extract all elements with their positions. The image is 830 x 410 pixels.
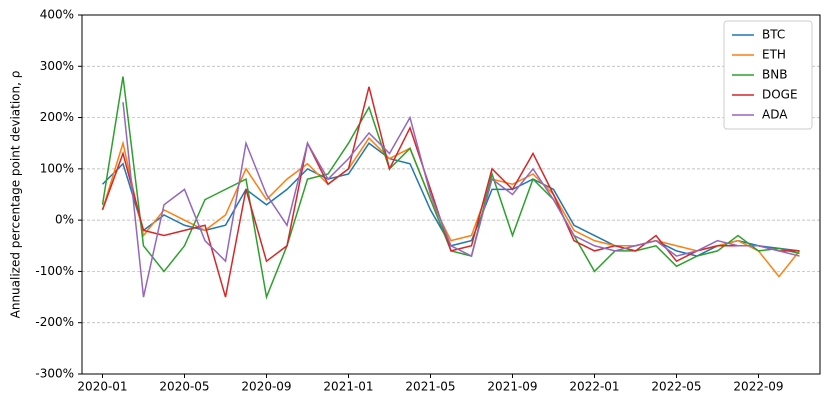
legend-label: ADA xyxy=(762,108,788,122)
y-tick-label: 300% xyxy=(40,59,74,73)
x-tick-label: 2022-09 xyxy=(733,380,783,394)
series-line xyxy=(101,76,800,300)
x-tick-label: 2020-09 xyxy=(241,380,291,394)
x-tick-label: 2022-05 xyxy=(651,380,701,394)
legend-label: BTC xyxy=(762,28,785,42)
y-tick-label: 0% xyxy=(55,213,74,227)
legend-label: DOGE xyxy=(762,88,798,102)
y-tick-label: 400% xyxy=(40,8,74,22)
plot-frame xyxy=(81,14,821,375)
series-line xyxy=(101,136,801,278)
y-tick-label: 100% xyxy=(40,161,74,175)
legend-label: ETH xyxy=(762,48,786,62)
x-tick-label: 2022-01 xyxy=(569,380,619,394)
series-line xyxy=(122,102,800,298)
x-tick-label: 2020-01 xyxy=(77,380,127,394)
legend-label: BNB xyxy=(762,68,787,82)
series-line xyxy=(101,86,800,298)
y-axis-label: Annualized percentage point deviation, ρ xyxy=(9,71,23,319)
y-tick-label: -100% xyxy=(35,264,74,278)
y-tick-label: 200% xyxy=(40,110,74,124)
x-tick-label: 2021-05 xyxy=(405,380,455,394)
x-tick-label: 2021-01 xyxy=(323,380,373,394)
legend-box xyxy=(723,20,813,130)
x-tick-label: 2020-05 xyxy=(159,380,209,394)
x-tick-label: 2021-09 xyxy=(487,380,537,394)
y-tick-label: -300% xyxy=(35,367,74,381)
y-tick-label: -200% xyxy=(35,315,74,329)
